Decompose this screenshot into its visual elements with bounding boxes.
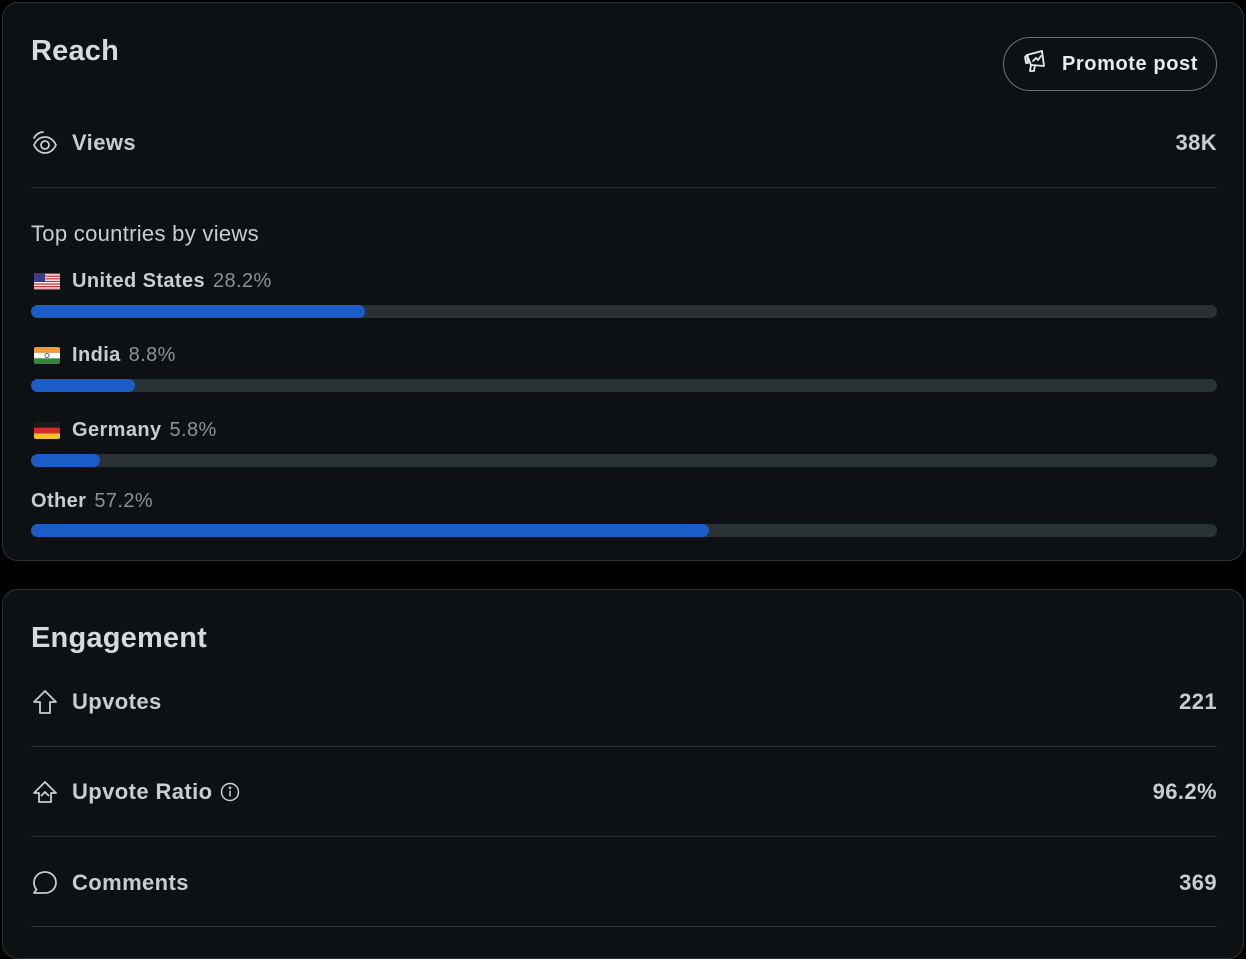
upvotes-row: Upvotes 221 [31,682,1217,722]
country-percent: 28.2% [213,269,272,292]
upvote-ratio-label: Upvote Ratio [72,779,213,804]
india-flag-icon [34,346,60,364]
views-row: Views 38K [31,123,1217,163]
divider [31,746,1217,747]
comments-value: 369 [1179,870,1217,895]
upvotes-label: Upvotes [72,689,162,714]
country-bar-track [31,305,1217,318]
country-percent: 5.8% [169,418,217,441]
country-bar-track [31,524,1217,537]
promote-post-button[interactable]: Promote post [1003,37,1217,91]
country-bar-track [31,379,1217,392]
upvote-ratio-icon [31,778,59,806]
views-label: Views [72,130,136,155]
megaphone-icon [1022,47,1050,81]
country-percent: 8.8% [128,343,176,366]
country-percent: 57.2% [94,489,154,512]
us-flag-icon [34,272,60,290]
reach-card: Reach Promote post Views 38K Top countri… [2,2,1244,561]
country-name: Other [31,489,87,512]
country-item-india: India 8.8% [31,341,1217,392]
comments-row: Comments 369 [31,863,1217,903]
upvote-ratio-row: Upvote Ratio 96.2% [31,772,1217,812]
germany-flag-icon [34,421,60,439]
country-item-united-states: United States 28.2% [31,267,1217,318]
country-item-germany: Germany 5.8% [31,416,1217,467]
country-bar-fill [31,305,366,318]
divider [31,187,1217,188]
country-name: India [72,343,121,366]
divider [31,926,1217,927]
country-bar-track [31,454,1217,467]
country-name: Germany [72,418,162,441]
views-value: 38K [1175,130,1217,155]
divider [31,836,1217,837]
eye-icon [31,129,59,157]
engagement-title: Engagement [31,622,208,654]
upvote-ratio-value: 96.2% [1152,779,1217,804]
top-countries-heading: Top countries by views [31,221,259,246]
country-bar-fill [31,454,100,467]
promote-post-label: Promote post [1061,52,1199,75]
country-item-other: Other 57.2% [31,487,1217,537]
engagement-card: Engagement Upvotes 221 Upvote Ratio 96.2… [2,589,1244,959]
upvotes-value: 221 [1179,689,1217,714]
country-bar-fill [31,524,710,537]
comments-label: Comments [72,870,189,895]
country-name: United States [72,269,206,292]
info-icon[interactable] [220,782,240,802]
country-bar-fill [31,379,136,392]
upvote-icon [31,688,59,716]
comment-icon [31,869,59,897]
reach-title: Reach [31,35,120,67]
